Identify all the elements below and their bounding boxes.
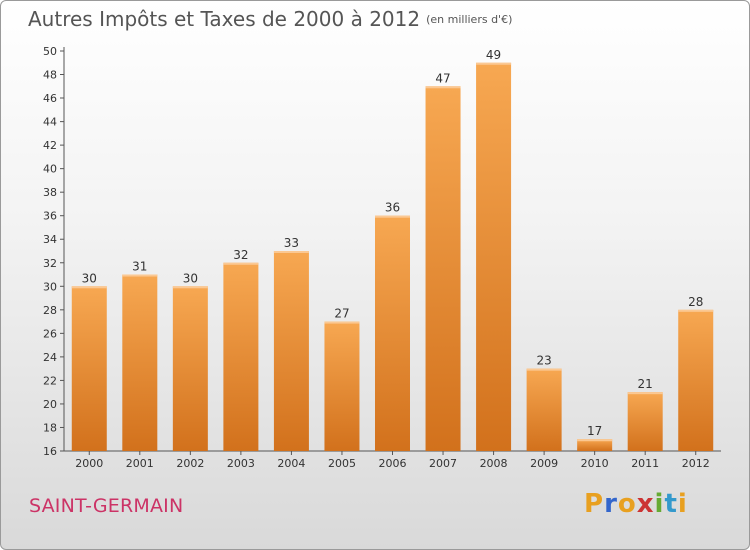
bar-highlight [71,286,107,289]
y-tick-label: 36 [43,210,57,223]
logo-letter: r [604,489,618,519]
bar [627,392,663,451]
logo-letter: x [636,489,655,519]
data-label: 36 [385,201,400,215]
logo-letter: i [677,489,688,519]
y-tick-label: 22 [43,374,57,387]
bar [577,439,613,451]
proxiti-logo: Proxiti [584,489,688,519]
x-tick-label: 2008 [480,457,508,470]
bar [526,368,562,451]
data-label: 30 [183,271,198,285]
bar [476,62,512,451]
y-tick-label: 50 [43,45,57,58]
y-tick-label: 30 [43,280,57,293]
chart-title: Autres Impôts et Taxes de 2000 à 2012 (en… [28,7,512,31]
logo-letter: P [584,489,605,519]
x-tick-label: 2003 [227,457,255,470]
x-tick-label: 2012 [682,457,710,470]
bar-highlight [324,321,360,324]
bar [678,309,714,451]
logo-letter: i [654,489,665,519]
bar-highlight [375,215,410,218]
bar [71,286,107,451]
y-tick-label: 48 [43,69,57,82]
x-tick-label: 2005 [328,457,356,470]
bar-highlight [122,274,158,277]
y-tick-label: 18 [43,421,57,434]
bar-highlight [627,392,663,395]
y-tick-label: 16 [43,445,57,458]
bar [273,251,309,451]
x-tick-label: 2001 [126,457,154,470]
data-label: 17 [587,424,602,438]
data-label: 47 [435,71,450,85]
data-label: 32 [233,248,248,262]
logo-letter: o [617,489,637,519]
data-label: 33 [284,236,299,250]
bar-highlight [172,286,208,289]
data-label: 28 [688,295,703,309]
x-tick-label: 2009 [530,457,558,470]
y-tick-label: 44 [43,116,57,129]
bar-highlight [577,439,613,442]
bar [425,86,461,451]
data-label: 31 [132,260,147,274]
data-label: 49 [486,48,501,62]
y-tick-label: 26 [43,327,57,340]
x-tick-label: 2007 [429,457,457,470]
bar [172,286,208,451]
data-label: 30 [82,271,97,285]
x-tick-label: 2006 [379,457,407,470]
y-tick-label: 38 [43,186,57,199]
x-tick-label: 2004 [277,457,305,470]
bar [375,215,410,451]
bar [122,274,158,451]
y-tick-label: 32 [43,257,57,270]
bar [223,262,259,451]
y-tick-label: 28 [43,304,57,317]
y-tick-label: 40 [43,163,57,176]
x-tick-label: 2000 [75,457,103,470]
bar-highlight [223,262,259,265]
y-tick-label: 24 [43,351,57,364]
y-tick-label: 46 [43,92,57,105]
data-label: 21 [638,377,653,391]
y-tick-label: 34 [43,233,57,246]
data-label: 23 [536,354,551,368]
bar-highlight [476,62,512,65]
chart-title-text: Autres Impôts et Taxes de 2000 à 2012 [28,7,421,31]
bar-highlight [678,309,714,312]
commune-name: SAINT-GERMAIN [29,495,184,517]
y-tick-label: 20 [43,398,57,411]
x-tick-label: 2010 [581,457,609,470]
bar-highlight [425,86,461,89]
bar-highlight [526,368,562,371]
x-tick-label: 2002 [176,457,204,470]
x-tick-label: 2011 [631,457,659,470]
logo-letter: t [664,489,678,519]
chart-unit: (en milliers d'€) [426,13,513,26]
bar-highlight [273,251,309,253]
data-label: 27 [334,307,349,321]
y-tick-label: 42 [43,139,57,152]
bar [324,321,360,451]
